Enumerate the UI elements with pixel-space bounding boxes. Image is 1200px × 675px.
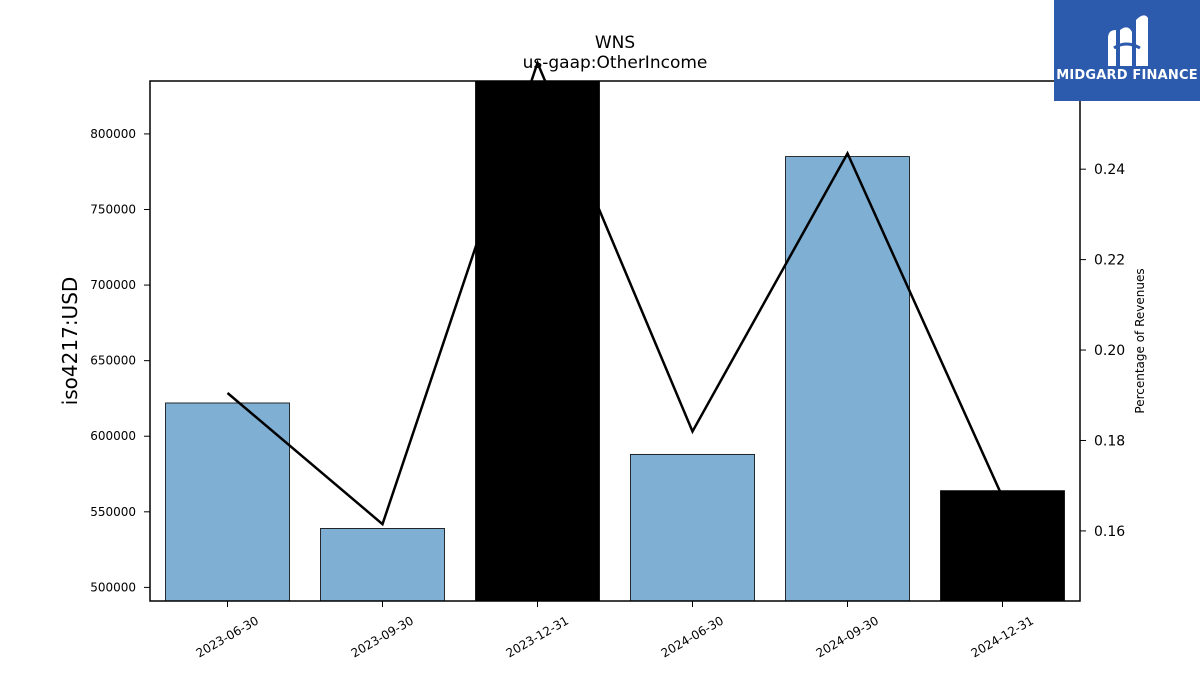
- y-tick-label: 500000: [90, 580, 136, 594]
- plot-frame: [149, 80, 1081, 602]
- y2-tick-label: 0.20: [1094, 343, 1125, 359]
- bar-2023-12-31: [475, 80, 600, 602]
- midgard-finance-logo: MIDGARD FINANCE: [1054, 0, 1200, 101]
- bar-2024-12-31: [940, 490, 1065, 602]
- midgard-logo-icon: [1108, 15, 1148, 66]
- bar-2024-06-30: [630, 453, 755, 602]
- y-tick-label: 750000: [90, 202, 136, 216]
- x-tick-label: 2023-12-31: [504, 613, 571, 660]
- x-tick-label: 2024-12-31: [969, 613, 1036, 660]
- bar-2023-09-30: [320, 528, 445, 602]
- y2-axis-label: Percentage of Revenues: [1133, 268, 1147, 413]
- y-tick-label: 650000: [90, 354, 136, 368]
- percentage-line: [226, 59, 1004, 527]
- bar-2024-09-30: [785, 156, 910, 602]
- x-tick-label: 2023-09-30: [349, 613, 416, 660]
- y2-tick-label: 0.18: [1094, 433, 1125, 449]
- y-axis-label: iso4217:USD: [58, 277, 82, 406]
- y2-tick-label: 0.22: [1094, 253, 1125, 269]
- y-tick-label: 800000: [90, 127, 136, 141]
- x-tick-label: 2024-09-30: [814, 613, 881, 660]
- chart-title: WNS: [595, 33, 635, 53]
- bar-2023-06-30: [165, 402, 290, 602]
- chart-subtitle: us-gaap:OtherIncome: [523, 53, 708, 73]
- y-tick-label: 700000: [90, 278, 136, 292]
- y2-tick-label: 0.24: [1094, 162, 1125, 178]
- x-tick-label: 2023-06-30: [194, 613, 261, 660]
- logo-text: MIDGARD FINANCE: [1056, 68, 1198, 83]
- y-tick-label: 550000: [90, 505, 136, 519]
- y-tick-label: 600000: [90, 429, 136, 443]
- y2-tick-label: 0.16: [1094, 524, 1125, 540]
- x-tick-label: 2024-06-30: [659, 613, 726, 660]
